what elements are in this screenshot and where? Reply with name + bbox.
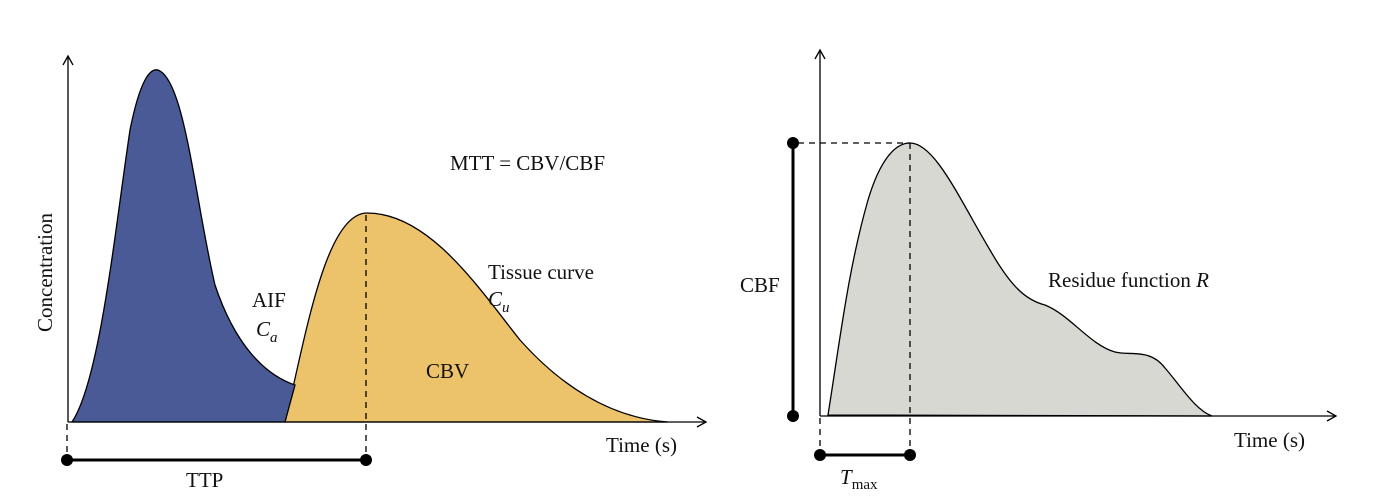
residue-function-area [827,142,1213,417]
mtt-equation: MTT = CBV/CBF [450,151,605,175]
right-x-axis-label: Time (s) [1234,428,1305,452]
cbf-label: CBF [740,273,780,297]
tissue-curve-area [284,212,669,423]
tmax-sub: max [852,477,878,493]
residue-function-label: Residue function R [1048,268,1209,292]
cbv-label: CBV [426,359,469,383]
aif-symbol-base: C [256,317,271,341]
aif-curve-area [70,69,296,423]
aif-symbol-sub: a [270,330,278,346]
tissue-symbol-base: C [488,287,503,311]
tissue-symbol: Cu [488,287,510,316]
left-x-axis-label: Time (s) [606,433,677,457]
tmax-label: Tmax [840,465,878,493]
tissue-curve-label: Tissue curve [488,260,594,284]
cbf-bottom-dot [787,410,799,422]
ttp-start-dot [61,454,73,466]
left-panel: Concentration Time (s) MTT = CBV/CBF AIF… [33,54,708,492]
tmax-end-dot [904,449,916,461]
tissue-symbol-sub: u [502,300,510,316]
right-panel: CBF Residue function R Time (s) Tmax [740,48,1338,493]
ttp-label: TTP [186,468,223,492]
ttp-end-dot [360,454,372,466]
y-axis-label: Concentration [33,213,57,332]
tmax-start-dot [814,449,826,461]
residue-function-symbol: R [1195,268,1209,292]
residue-function-text: Residue function [1048,268,1196,292]
aif-label: AIF [252,288,286,312]
cbf-top-dot [787,137,799,149]
aif-symbol: Ca [256,317,278,346]
tmax-base: T [840,465,853,489]
